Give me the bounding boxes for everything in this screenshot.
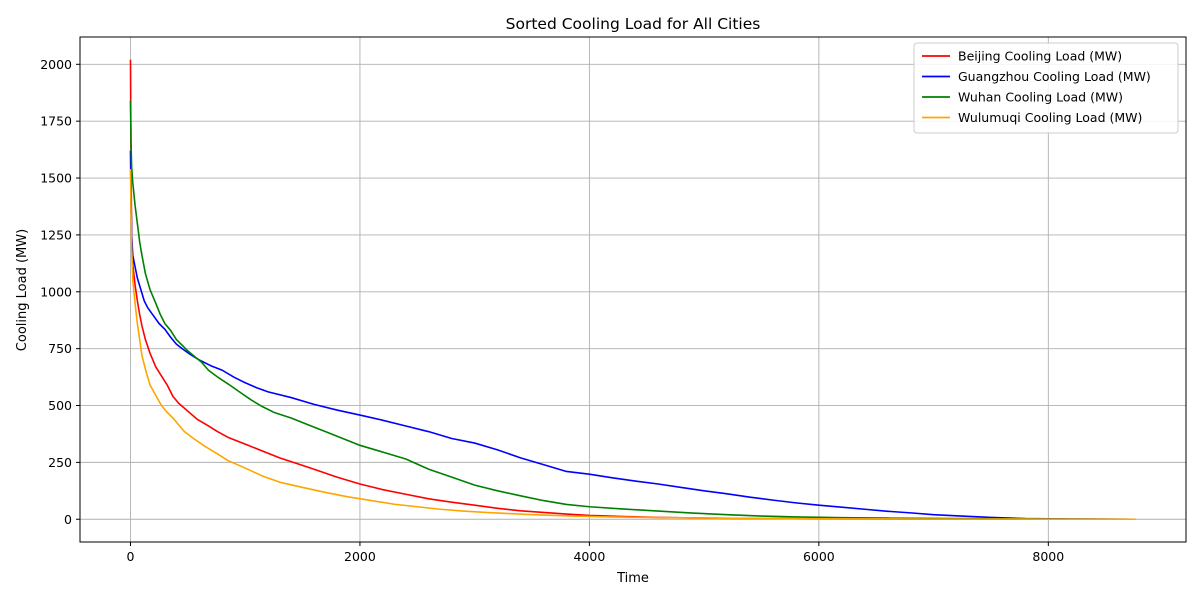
x-tick-label: 6000 (803, 549, 835, 564)
series-line-wuhan (129, 100, 1136, 521)
series-line-wulumuqi (129, 168, 1136, 521)
series-lines (129, 59, 1136, 521)
y-axis-label: Cooling Load (MW) (15, 229, 30, 351)
y-tick-label: 1500 (40, 171, 72, 186)
axis-ticks: 0 2000 4000 6000 8000 0 250 500 750 1000 1250 1500 1… (40, 57, 1064, 564)
y-tick-label: 250 (48, 455, 72, 470)
grid-lines (80, 37, 1186, 542)
y-tick-label: 1250 (40, 227, 72, 242)
y-tick-label: 1000 (40, 284, 72, 299)
x-tick-label: 4000 (573, 549, 605, 564)
legend-label-wulumuqi: Wulumuqi Cooling Load (MW) (958, 110, 1142, 125)
y-tick-label: 1750 (40, 114, 72, 129)
legend-box (913, 42, 1179, 134)
y-tick-label: 500 (48, 398, 72, 413)
legend-label-wuhan: Wuhan Cooling Load (MW) (958, 90, 1123, 105)
legend-label-guangzhou: Guangzhou Cooling Load (MW) (958, 69, 1151, 84)
series-line-guangzhou (129, 150, 1136, 521)
legend-label-beijing: Beijing Cooling Load (MW) (958, 49, 1122, 64)
x-tick-label: 2000 (344, 549, 376, 564)
chart-title: Sorted Cooling Load for All Cities (506, 15, 761, 33)
x-tick-label: 8000 (1032, 549, 1064, 564)
y-tick-label: 2000 (40, 57, 72, 72)
plot-area-frame (79, 36, 1187, 543)
x-tick-label: 0 (127, 549, 135, 564)
y-tick-label: 750 (48, 341, 72, 356)
legend: Beijing Cooling Load (MW) Guangzhou Cooli… (913, 42, 1179, 134)
x-axis-label: Time (616, 571, 649, 586)
y-tick-label: 0 (64, 512, 72, 527)
